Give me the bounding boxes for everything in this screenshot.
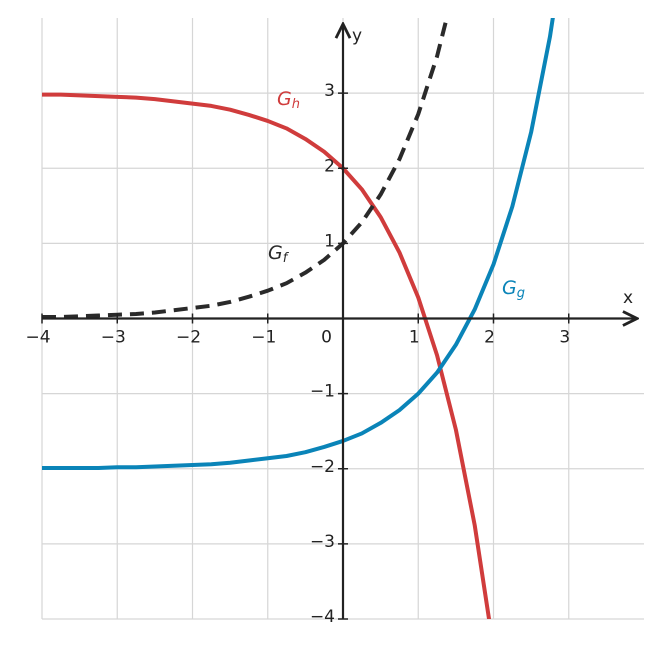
curve-label: Gh <box>277 88 300 112</box>
x-tick-label: −4 <box>25 328 50 348</box>
curve <box>42 92 492 619</box>
curve <box>42 18 555 470</box>
y-axis-label: y <box>352 26 362 46</box>
curve-label: Gf <box>268 242 290 266</box>
x-tick-label: 1 <box>409 328 420 348</box>
curve-label: Gg <box>502 277 525 301</box>
x-tick-label: −3 <box>101 328 126 348</box>
curve-label-name: G <box>502 277 517 299</box>
curve-label-name: G <box>268 242 283 264</box>
curve-label-name: G <box>277 88 292 110</box>
curve-label-subscript: f <box>283 251 290 266</box>
y-tick-label: 3 <box>324 81 335 101</box>
y-tick-label: 1 <box>324 231 335 251</box>
curve-label-subscript: g <box>517 286 525 301</box>
curve-label-subscript: h <box>292 97 300 112</box>
x-tick-label: 0 <box>321 328 332 348</box>
axes: −4 −3 −2 −1 0 1 2 3 −4 −3 −2 −1 1 2 3 <box>25 24 637 627</box>
x-tick-label: 2 <box>484 328 495 348</box>
curves <box>42 18 555 619</box>
y-tick-label: −1 <box>310 382 335 402</box>
y-tick-label: 2 <box>324 156 335 176</box>
x-tick-label: −2 <box>176 328 201 348</box>
x-axis-label: x <box>623 288 633 308</box>
y-tick-label: −3 <box>310 532 335 552</box>
curve <box>42 18 449 319</box>
x-tick-label: 3 <box>559 328 570 348</box>
x-tick-label: −1 <box>251 328 276 348</box>
y-tick-label: −4 <box>310 607 335 627</box>
y-tick-label: −2 <box>310 457 335 477</box>
